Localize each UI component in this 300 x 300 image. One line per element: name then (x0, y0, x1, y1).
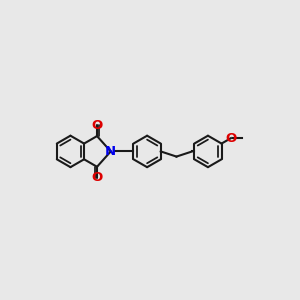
Text: O: O (225, 132, 237, 145)
Text: O: O (92, 171, 103, 184)
Text: N: N (105, 145, 116, 158)
Text: O: O (92, 119, 103, 132)
